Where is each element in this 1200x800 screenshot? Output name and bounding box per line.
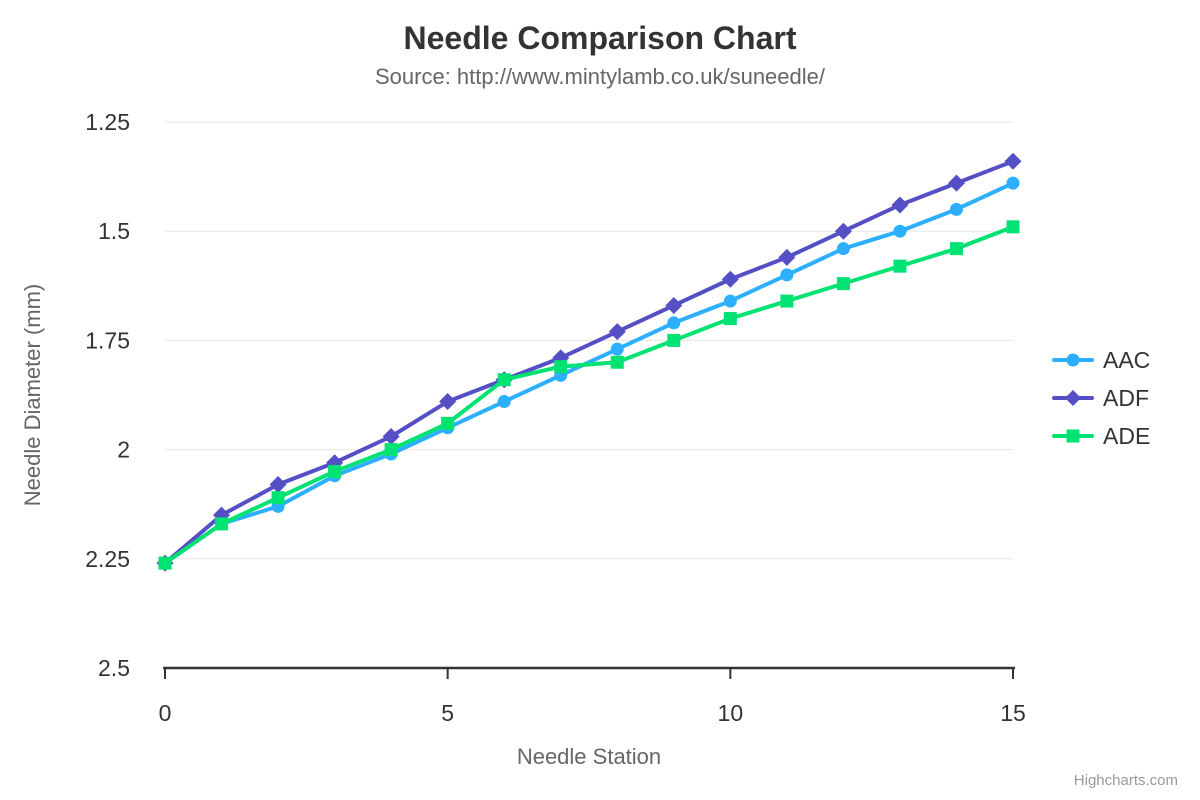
data-point-circle[interactable] (667, 316, 681, 330)
data-point-circle[interactable] (893, 224, 907, 238)
x-tick-label: 0 (159, 700, 172, 726)
data-point-square[interactable] (780, 294, 794, 308)
y-tick-label: 2.5 (98, 655, 130, 681)
legend-marker-square-icon (1052, 429, 1094, 443)
y-axis-labels: 1.25 1.5 1.75 2 2.25 2.5 (85, 109, 130, 681)
data-point-square[interactable] (610, 355, 624, 369)
data-point-diamond[interactable] (665, 296, 683, 314)
data-point-diamond[interactable] (439, 393, 457, 411)
x-axis-labels: 0 5 10 15 (159, 700, 1026, 726)
data-point-square[interactable] (836, 277, 850, 291)
data-point-diamond[interactable] (891, 196, 909, 214)
data-point-square[interactable] (1006, 220, 1020, 234)
legend-label: AAC (1103, 347, 1151, 373)
x-tick-label: 10 (718, 700, 744, 726)
x-axis (163, 666, 1015, 679)
highcharts-credit-link[interactable]: Highcharts.com (1073, 772, 1178, 789)
legend-marker-shape (1065, 390, 1081, 406)
data-point-square[interactable] (497, 373, 511, 387)
data-point-circle[interactable] (610, 342, 624, 356)
data-point-square[interactable] (723, 312, 737, 326)
data-point-square[interactable] (441, 416, 455, 430)
legend-item-aac[interactable]: AAC (1052, 346, 1150, 374)
x-tick-label: 5 (441, 700, 454, 726)
data-point-square[interactable] (271, 491, 285, 505)
data-point-circle[interactable] (723, 294, 737, 308)
data-point-diamond[interactable] (721, 270, 739, 288)
data-point-diamond[interactable] (608, 323, 626, 341)
data-point-square[interactable] (893, 259, 907, 273)
data-point-circle[interactable] (780, 268, 794, 282)
x-tick-label: 15 (1000, 700, 1026, 726)
legend-item-adf[interactable]: ADF (1052, 384, 1149, 412)
data-point-diamond[interactable] (1004, 152, 1022, 170)
x-axis-title: Needle Station (517, 744, 661, 769)
legend-marker-diamond-icon (1052, 390, 1094, 406)
data-point-diamond[interactable] (778, 248, 796, 266)
y-tick-label: 1.5 (98, 218, 130, 244)
series-line-ade[interactable] (163, 224, 1015, 566)
data-point-square[interactable] (328, 464, 342, 478)
y-tick-label: 1.75 (85, 327, 130, 353)
series-line-adf[interactable] (163, 159, 1015, 566)
data-point-diamond[interactable] (269, 476, 287, 494)
data-point-diamond[interactable] (834, 222, 852, 240)
y-tick-label: 1.25 (85, 109, 130, 135)
data-point-square[interactable] (949, 242, 963, 256)
chart-subtitle: Source: http://www.mintylamb.co.uk/sunee… (375, 64, 825, 89)
data-point-circle[interactable] (1006, 176, 1020, 190)
data-point-diamond[interactable] (382, 427, 400, 445)
series-ade[interactable] (158, 220, 1020, 570)
y-tick-label: 2 (117, 437, 130, 463)
data-point-circle[interactable] (497, 395, 511, 409)
chart-title: Needle Comparison Chart (403, 20, 797, 56)
legend-marker-circle-icon (1052, 353, 1094, 367)
data-point-square[interactable] (384, 443, 398, 457)
y-axis-title: Needle Diameter (mm) (20, 284, 45, 507)
series-line-aac[interactable] (163, 181, 1015, 566)
legend-marker-shape (1066, 429, 1080, 443)
legend-marker-shape (1066, 353, 1080, 367)
data-point-square[interactable] (158, 556, 172, 570)
data-point-diamond[interactable] (947, 174, 965, 192)
series-aac[interactable] (158, 176, 1020, 570)
legend-label: ADF (1103, 385, 1149, 411)
y-tick-label: 2.25 (85, 546, 130, 572)
y-gridlines (165, 121, 1013, 669)
data-point-circle[interactable] (949, 202, 963, 216)
legend-item-ade[interactable]: ADE (1052, 422, 1150, 450)
data-point-circle[interactable] (836, 242, 850, 256)
data-point-square[interactable] (667, 333, 681, 347)
data-point-square[interactable] (215, 517, 229, 531)
legend-label: ADE (1103, 423, 1151, 449)
data-point-square[interactable] (554, 360, 568, 374)
